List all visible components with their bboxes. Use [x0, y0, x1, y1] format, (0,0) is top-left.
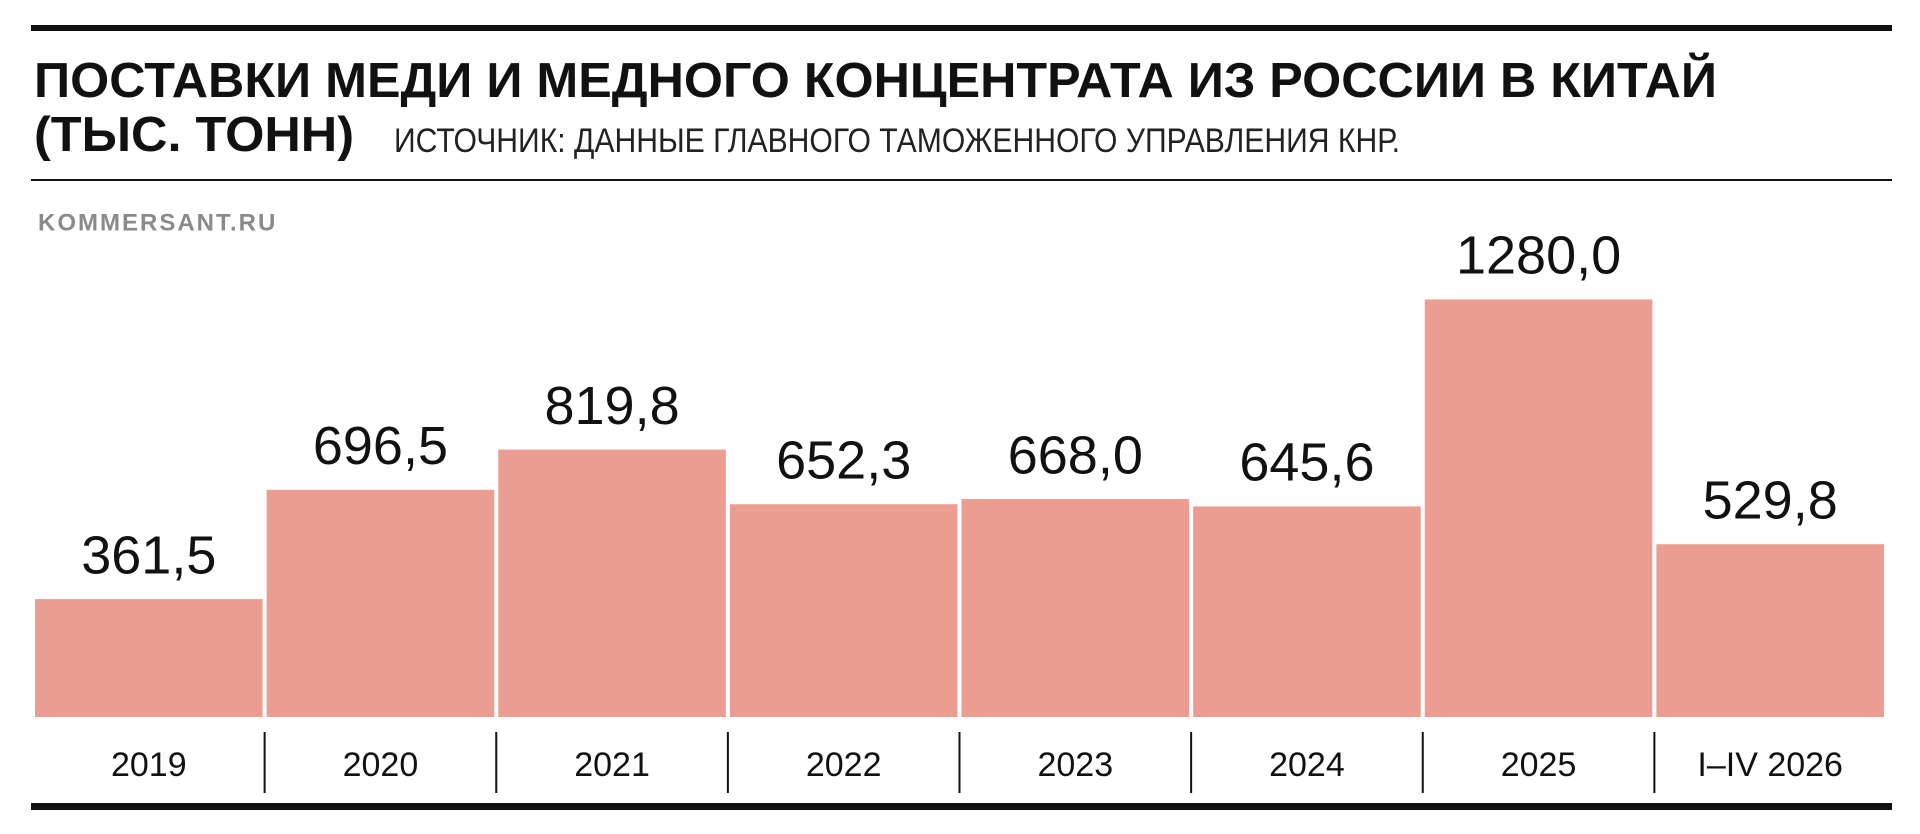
value-label: 529,8 [1703, 470, 1838, 530]
top-rule [31, 25, 1892, 31]
bar [729, 504, 958, 717]
separator [495, 732, 498, 793]
separator [1653, 732, 1656, 793]
separator [1421, 732, 1424, 793]
bar [498, 449, 726, 717]
x-tick-label: 2020 [343, 746, 419, 784]
bottom-rule [31, 803, 1892, 810]
x-tick-label: I–IV 2026 [1697, 746, 1843, 784]
bar [1656, 544, 1884, 717]
value-label: 361,5 [81, 525, 216, 585]
x-tick-label: 2022 [806, 746, 882, 784]
bar [961, 499, 1190, 717]
value-label: 668,0 [1008, 425, 1143, 485]
value-label: 652,3 [776, 430, 911, 490]
x-tick-label: 2021 [574, 746, 650, 784]
source: ИСТОЧНИК: ДАННЫЕ ГЛАВНОГО ТАМОЖЕННОГО УП… [394, 122, 1400, 160]
thin-rule [31, 179, 1892, 181]
bar [1424, 299, 1653, 717]
bar [1193, 506, 1421, 717]
separator [1190, 732, 1193, 793]
bar [35, 599, 263, 717]
bar [266, 489, 495, 717]
value-label: 819,8 [544, 376, 679, 436]
separator [263, 732, 266, 793]
value-label: 696,5 [313, 416, 448, 476]
value-label: 645,6 [1239, 433, 1374, 493]
chart-title: ПОСТАВКИ МЕДИ И МЕДНОГО КОНЦЕНТРАТА ИЗ Р… [34, 53, 1717, 108]
credit: KOMMERSANT.RU [38, 209, 277, 236]
value-label: 1280,0 [1456, 226, 1621, 286]
separator [958, 732, 961, 793]
x-tick-label: 2025 [1501, 746, 1577, 784]
unit: (ТЫС. ТОНН) [34, 108, 354, 162]
x-tick-label: 2023 [1037, 746, 1113, 784]
x-tick-label: 2024 [1269, 746, 1345, 784]
separator [726, 732, 729, 793]
x-tick-label: 2019 [111, 746, 187, 784]
